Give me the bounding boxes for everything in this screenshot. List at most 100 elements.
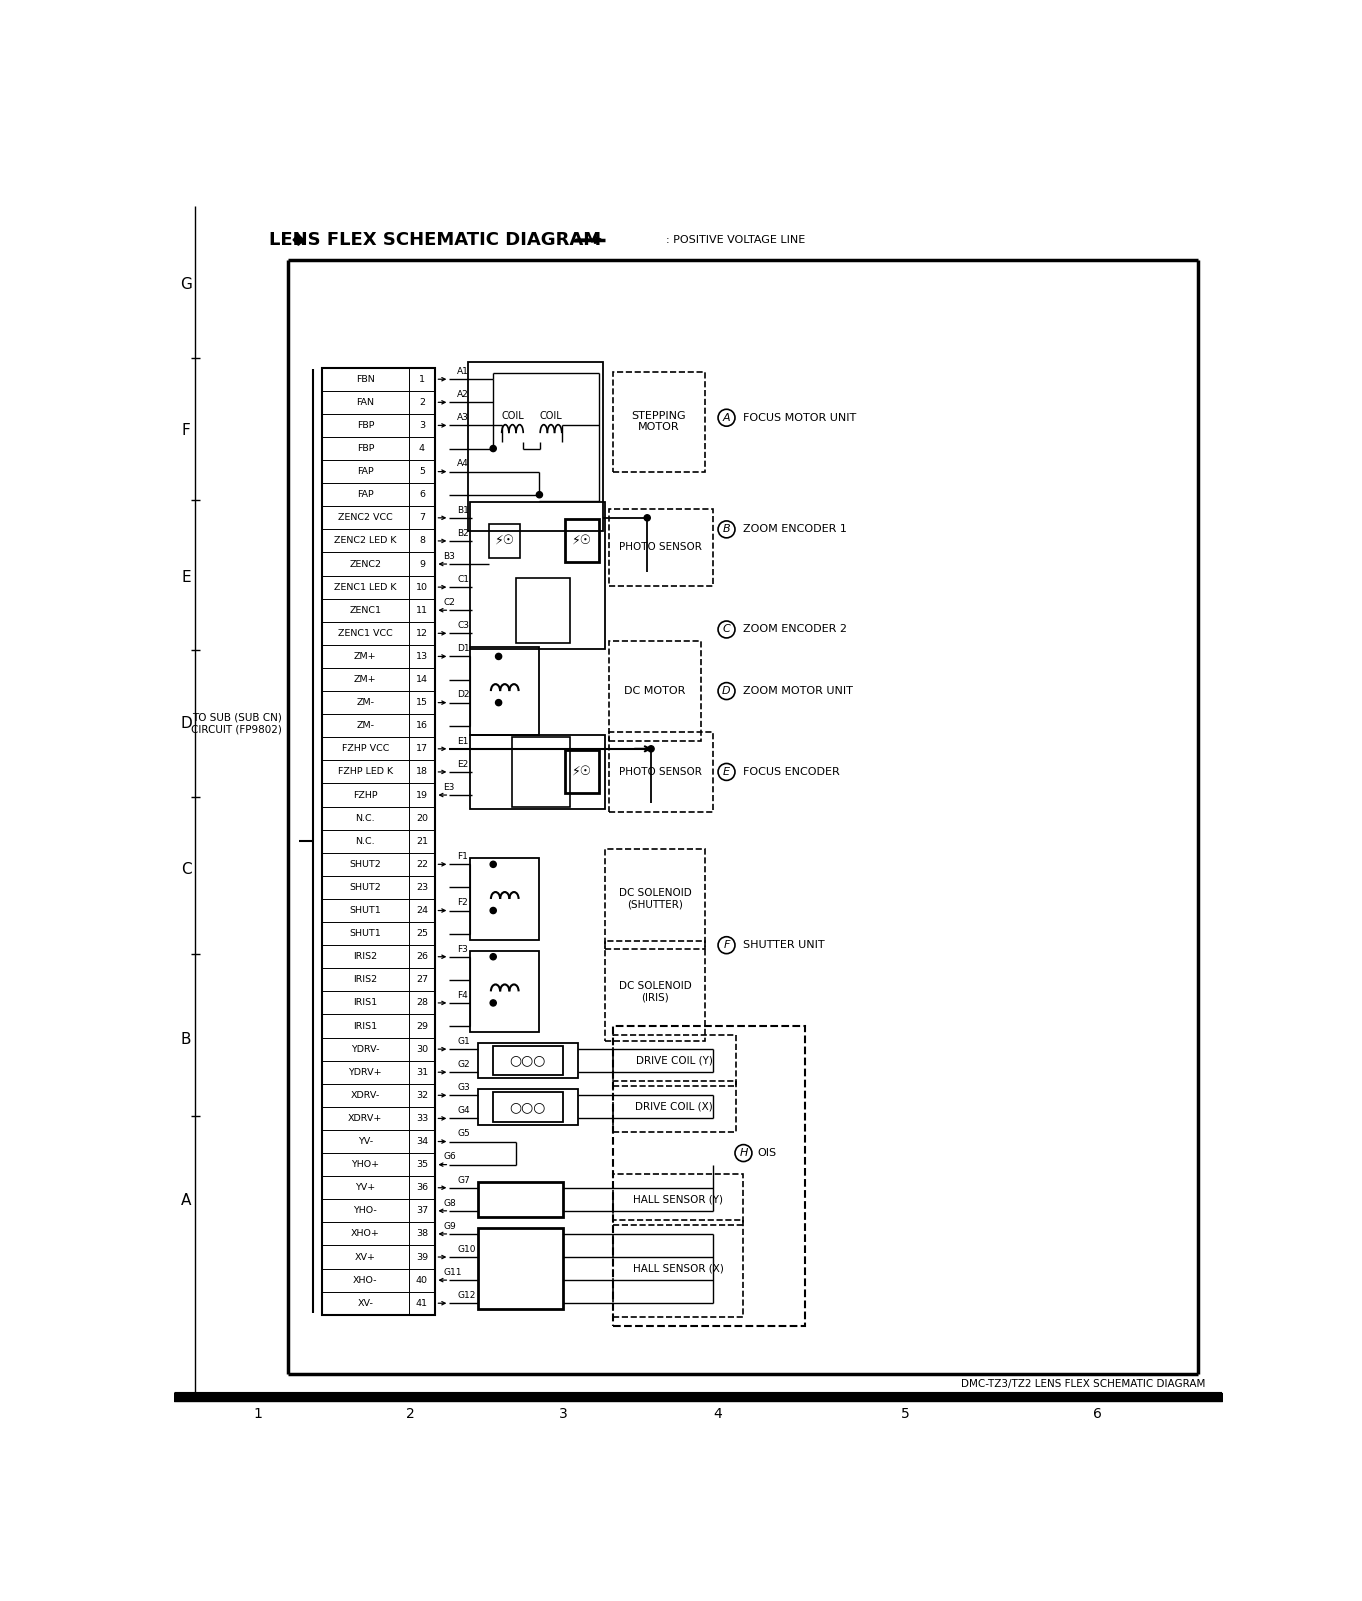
Text: ZENC1: ZENC1 bbox=[350, 605, 381, 615]
Bar bbox=[565, 519, 599, 562]
Text: 30: 30 bbox=[415, 1044, 428, 1053]
Text: 24: 24 bbox=[415, 906, 428, 916]
Text: N.C.: N.C. bbox=[355, 837, 375, 845]
Text: ⚡☉: ⚡☉ bbox=[572, 535, 591, 548]
Text: A: A bbox=[181, 1193, 191, 1209]
Text: FBN: FBN bbox=[355, 375, 375, 384]
Text: 2: 2 bbox=[419, 397, 425, 407]
Text: F: F bbox=[181, 423, 191, 439]
Bar bbox=[478, 1228, 563, 1310]
Text: FAN: FAN bbox=[357, 397, 375, 407]
Text: IRIS2: IRIS2 bbox=[353, 953, 377, 961]
Text: XV+: XV+ bbox=[355, 1252, 376, 1262]
Text: ZENC2 VCC: ZENC2 VCC bbox=[338, 514, 392, 522]
Bar bbox=[493, 1092, 563, 1122]
Text: DRIVE COIL (X): DRIVE COIL (X) bbox=[635, 1101, 714, 1111]
Text: LENS FLEX SCHEMATIC DIAGRAM: LENS FLEX SCHEMATIC DIAGRAM bbox=[270, 231, 602, 248]
Text: STEPPING
MOTOR: STEPPING MOTOR bbox=[632, 411, 686, 432]
Text: A2: A2 bbox=[458, 391, 469, 399]
Text: C: C bbox=[181, 863, 191, 877]
Text: A3: A3 bbox=[458, 413, 469, 423]
Text: FZHP VCC: FZHP VCC bbox=[342, 744, 390, 754]
Text: 22: 22 bbox=[415, 860, 428, 869]
Text: ZENC2: ZENC2 bbox=[350, 559, 381, 568]
Text: B: B bbox=[723, 525, 730, 535]
Text: G3: G3 bbox=[458, 1084, 470, 1092]
Text: 3: 3 bbox=[558, 1407, 568, 1422]
Text: 4: 4 bbox=[712, 1407, 722, 1422]
Bar bbox=[516, 578, 571, 642]
Text: FOCUS MOTOR UNIT: FOCUS MOTOR UNIT bbox=[744, 413, 857, 423]
Text: G2: G2 bbox=[458, 1060, 470, 1069]
Text: G4: G4 bbox=[458, 1106, 470, 1116]
Text: : POSITIVE VOLTAGE LINE: : POSITIVE VOLTAGE LINE bbox=[666, 235, 806, 245]
Text: B: B bbox=[181, 1031, 191, 1047]
Circle shape bbox=[490, 445, 496, 451]
Text: 31: 31 bbox=[415, 1068, 428, 1077]
Text: 16: 16 bbox=[415, 720, 428, 730]
Text: YV+: YV+ bbox=[355, 1183, 376, 1193]
Circle shape bbox=[490, 861, 496, 868]
Text: 35: 35 bbox=[415, 1161, 428, 1169]
Text: DC SOLENOID
(SHUTTER): DC SOLENOID (SHUTTER) bbox=[618, 889, 692, 909]
Text: 5: 5 bbox=[419, 467, 425, 475]
Text: IRIS1: IRIS1 bbox=[353, 999, 377, 1007]
Text: 12: 12 bbox=[415, 629, 428, 637]
Text: 1: 1 bbox=[253, 1407, 263, 1422]
Text: 38: 38 bbox=[415, 1230, 428, 1239]
Text: G12: G12 bbox=[458, 1290, 475, 1300]
Text: G10: G10 bbox=[458, 1246, 475, 1254]
Text: G11: G11 bbox=[443, 1268, 462, 1278]
Text: 6: 6 bbox=[419, 490, 425, 500]
Text: ZOOM ENCODER 2: ZOOM ENCODER 2 bbox=[744, 624, 847, 634]
Text: F4: F4 bbox=[458, 991, 467, 999]
Bar bbox=[478, 1042, 577, 1079]
Bar bbox=[613, 371, 706, 472]
Text: FZHP: FZHP bbox=[353, 791, 377, 799]
Text: B2: B2 bbox=[458, 528, 469, 538]
Text: ZM-: ZM- bbox=[357, 720, 375, 730]
Bar bbox=[613, 1220, 744, 1318]
Text: 36: 36 bbox=[415, 1183, 428, 1193]
Text: G7: G7 bbox=[458, 1175, 470, 1185]
Text: ZENC1 VCC: ZENC1 VCC bbox=[338, 629, 392, 637]
Text: 25: 25 bbox=[415, 929, 428, 938]
Text: IRIS2: IRIS2 bbox=[353, 975, 377, 985]
Text: ZENC2 LED K: ZENC2 LED K bbox=[334, 536, 396, 546]
Polygon shape bbox=[293, 234, 304, 245]
Text: G6: G6 bbox=[443, 1153, 456, 1161]
Text: 18: 18 bbox=[415, 767, 428, 776]
Bar bbox=[467, 362, 602, 532]
Text: SHUT1: SHUT1 bbox=[350, 906, 381, 916]
Circle shape bbox=[490, 908, 496, 914]
Text: FAP: FAP bbox=[357, 490, 373, 500]
Text: ⚡☉: ⚡☉ bbox=[494, 535, 515, 548]
Text: FAP: FAP bbox=[357, 467, 373, 475]
Text: FBP: FBP bbox=[357, 421, 375, 431]
Text: B1: B1 bbox=[458, 506, 469, 514]
Circle shape bbox=[496, 700, 501, 706]
Bar bbox=[609, 732, 712, 812]
Text: 3: 3 bbox=[419, 421, 425, 431]
Text: XHO-: XHO- bbox=[353, 1276, 377, 1284]
Text: ZOOM ENCODER 1: ZOOM ENCODER 1 bbox=[744, 525, 847, 535]
Bar bbox=[470, 951, 539, 1033]
Text: E: E bbox=[181, 570, 191, 584]
Text: DRIVE COIL (Y): DRIVE COIL (Y) bbox=[636, 1055, 712, 1066]
Text: E1: E1 bbox=[458, 736, 469, 746]
Text: G9: G9 bbox=[443, 1222, 456, 1231]
Text: 19: 19 bbox=[415, 791, 428, 799]
Text: TO SUB (SUB CN)
CIRCUIT (FP9802): TO SUB (SUB CN) CIRCUIT (FP9802) bbox=[191, 712, 282, 735]
Text: SHUT1: SHUT1 bbox=[350, 929, 381, 938]
Text: F1: F1 bbox=[458, 852, 469, 861]
Text: HALL SENSOR (Y): HALL SENSOR (Y) bbox=[633, 1194, 723, 1204]
Bar bbox=[470, 503, 605, 648]
Bar bbox=[478, 1182, 563, 1217]
Text: B3: B3 bbox=[443, 552, 455, 560]
Text: F3: F3 bbox=[458, 945, 469, 954]
Text: 2: 2 bbox=[406, 1407, 414, 1422]
Bar bbox=[512, 738, 571, 807]
Bar bbox=[493, 1045, 563, 1076]
Text: D1: D1 bbox=[458, 644, 470, 653]
Text: 13: 13 bbox=[415, 652, 428, 661]
